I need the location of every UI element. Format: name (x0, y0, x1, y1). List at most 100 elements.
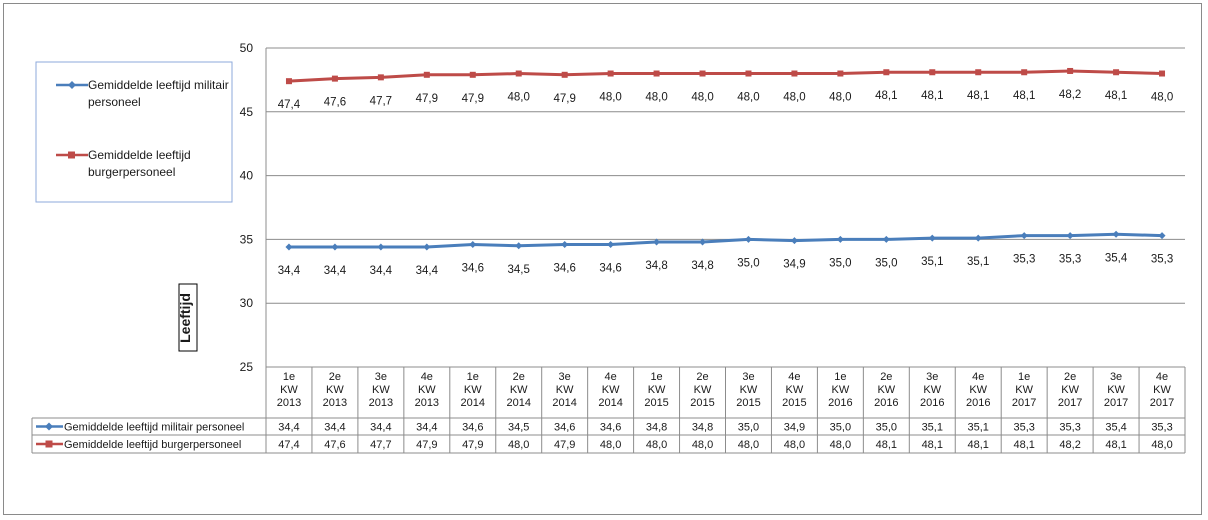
table-cell: 48,1 (968, 439, 989, 451)
data-label: 48,1 (1105, 90, 1127, 102)
table-cell: 48,0 (646, 439, 667, 451)
data-label: 35,0 (875, 257, 897, 269)
x-tick-label: KW (326, 384, 344, 396)
x-tick-label: 3e (1110, 371, 1122, 383)
data-point (377, 74, 384, 81)
data-label: 47,9 (553, 93, 575, 105)
data-point (653, 238, 661, 246)
table-series-name: Gemiddelde leeftijd burgerpersoneel (64, 439, 241, 451)
data-label: 48,0 (737, 92, 759, 104)
x-tick-label: 1e (650, 371, 662, 383)
data-point (423, 243, 431, 251)
data-label: 48,0 (691, 92, 713, 104)
data-point (929, 69, 936, 76)
x-tick-label: KW (510, 384, 528, 396)
x-tick-label: 4e (788, 371, 800, 383)
legend-marker (68, 81, 76, 89)
data-point (836, 235, 844, 243)
table-series-name: Gemiddelde leeftijd militair personeel (64, 422, 244, 434)
y-tick-label: 50 (240, 41, 254, 55)
data-point (699, 238, 707, 246)
data-label: 34,6 (462, 263, 484, 275)
data-label: 34,4 (324, 265, 347, 277)
data-label: 48,2 (1059, 89, 1081, 101)
x-tick-label: 2016 (920, 397, 944, 409)
data-label: 35,0 (829, 257, 851, 269)
data-point (331, 75, 338, 82)
x-tick-label: 3e (926, 371, 938, 383)
series-line (288, 69, 1163, 83)
data-label: 47,9 (462, 93, 484, 105)
table-cell: 35,0 (876, 422, 897, 434)
data-point (1158, 232, 1166, 240)
x-tick-label: KW (1107, 384, 1125, 396)
x-tick-label: 2013 (415, 397, 439, 409)
y-axis-title: Leeftijd (177, 293, 193, 343)
data-point (1020, 232, 1028, 240)
x-tick-label: 4e (605, 371, 617, 383)
table-legend-marker (45, 422, 53, 431)
data-label: 47,4 (278, 99, 301, 111)
series-line (288, 232, 1163, 249)
table-cell: 48,0 (692, 439, 713, 451)
data-point (469, 241, 477, 249)
table-cell: 34,6 (600, 422, 621, 434)
data-point (1067, 67, 1074, 74)
data-point (791, 70, 798, 77)
legend-label: burgerpersoneel (88, 165, 175, 179)
table-cell: 47,9 (554, 439, 575, 451)
table-legend-marker (45, 440, 53, 448)
data-label: 47,9 (416, 93, 438, 105)
table-cell: 47,4 (278, 439, 299, 451)
y-tick-label: 40 (240, 169, 254, 183)
x-tick-label: KW (969, 384, 987, 396)
table-cell: 47,6 (324, 439, 345, 451)
data-label: 48,0 (829, 92, 851, 104)
x-tick-label: KW (418, 384, 436, 396)
table-cell: 34,5 (508, 422, 529, 434)
table-cell: 48,1 (922, 439, 943, 451)
x-tick-label: 1e (834, 371, 846, 383)
x-tick-label: 2015 (736, 397, 760, 409)
data-point (882, 235, 890, 243)
table-cell: 48,0 (508, 439, 529, 451)
data-point (285, 78, 292, 85)
data-point (883, 69, 890, 76)
x-tick-label: KW (832, 384, 850, 396)
data-point (515, 70, 522, 77)
data-label: 47,7 (370, 95, 392, 107)
data-point (1113, 69, 1120, 76)
data-label: 35,0 (737, 257, 759, 269)
legend-label: Gemiddelde leeftijd militair (88, 78, 229, 92)
data-point (745, 70, 752, 77)
x-tick-label: 2014 (506, 397, 530, 409)
y-axis-title-box (178, 283, 198, 352)
y-tick-label: 25 (240, 360, 254, 374)
x-tick-label: 2017 (1150, 397, 1174, 409)
x-tick-label: KW (1015, 384, 1033, 396)
data-point (377, 243, 385, 251)
x-tick-label: 4e (1156, 371, 1168, 383)
data-point (975, 69, 982, 76)
x-tick-label: 2016 (874, 397, 898, 409)
x-tick-label: 4e (421, 371, 433, 383)
x-tick-label: 3e (559, 371, 571, 383)
table-cell: 48,1 (1013, 439, 1034, 451)
table-cell: 34,4 (324, 422, 345, 434)
table-cell: 47,9 (462, 439, 483, 451)
data-point (561, 241, 569, 249)
x-tick-label: KW (740, 384, 758, 396)
data-label: 34,8 (691, 260, 713, 272)
table-cell: 34,8 (692, 422, 713, 434)
data-point (515, 242, 523, 250)
x-tick-label: KW (1153, 384, 1171, 396)
data-point (423, 71, 430, 78)
data-point (1021, 69, 1028, 76)
data-label: 48,0 (1151, 92, 1173, 104)
data-label: 48,1 (967, 90, 989, 102)
data-label: 35,1 (921, 256, 943, 268)
table-cell: 48,2 (1059, 439, 1080, 451)
x-tick-label: KW (464, 384, 482, 396)
table-cell: 34,9 (784, 422, 805, 434)
table-cell: 35,3 (1059, 422, 1080, 434)
